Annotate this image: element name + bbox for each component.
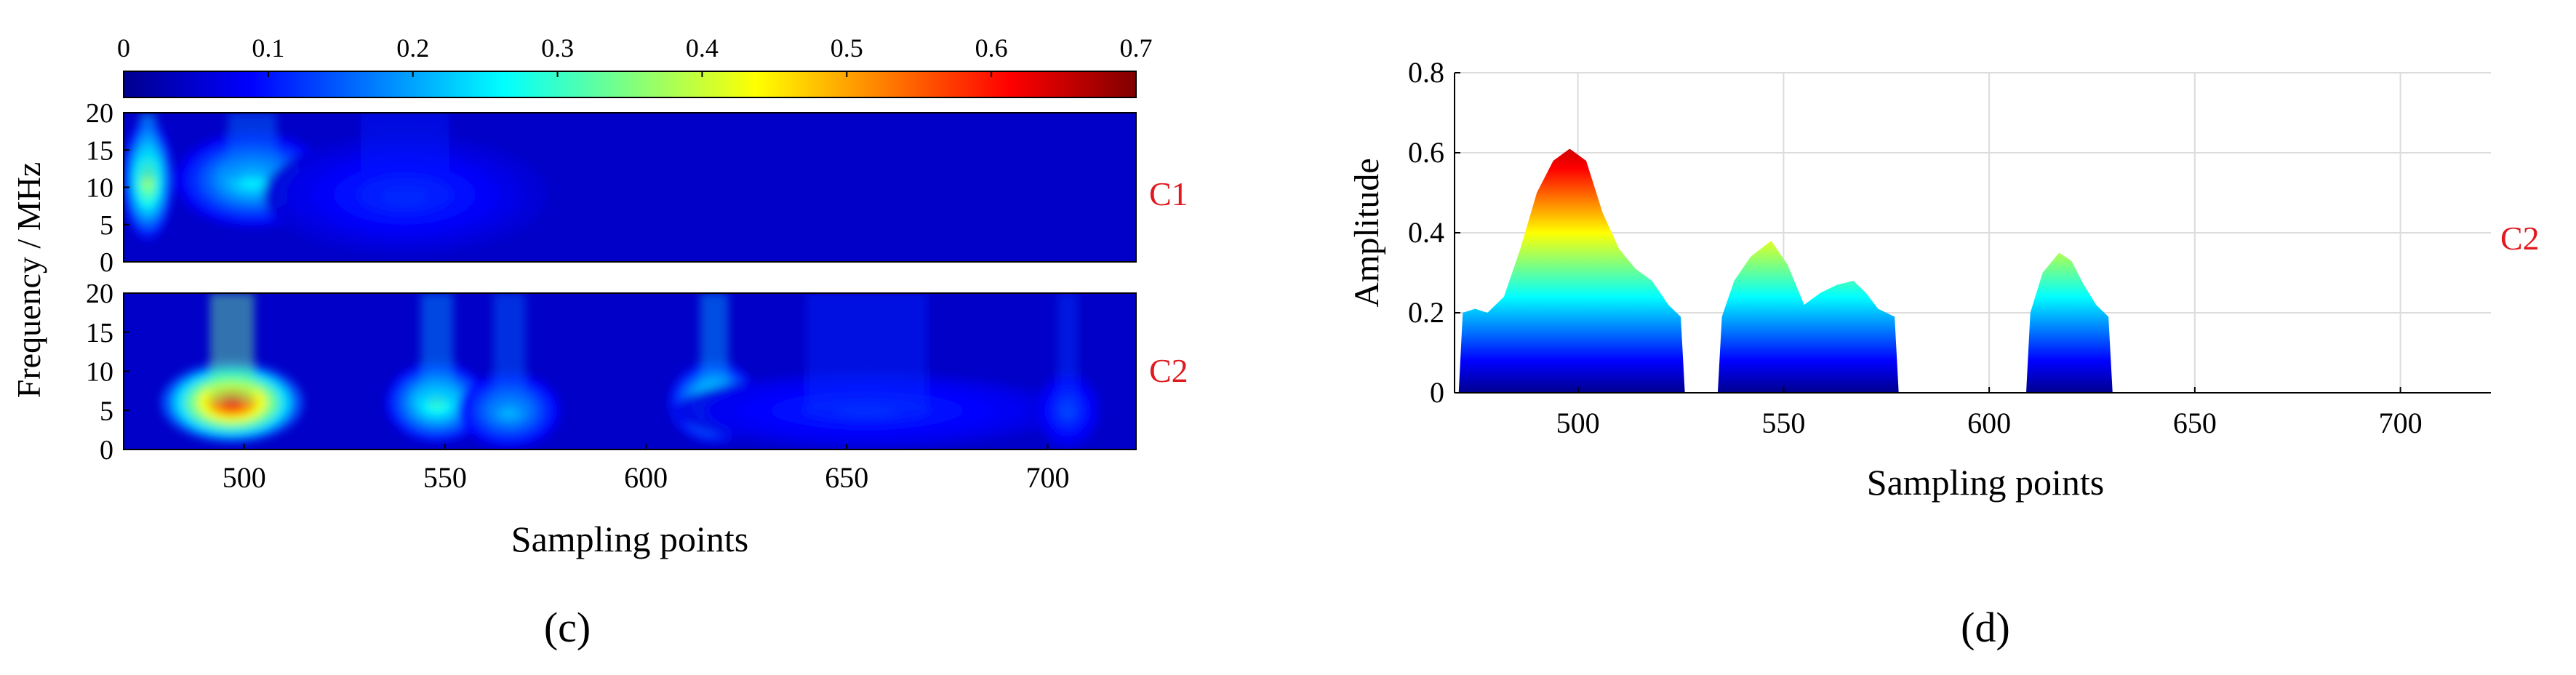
heatmap-streak [140,113,156,180]
x-axis-label-d: Sampling points [1867,462,2104,503]
y-tick-label-d: 0.4 [1408,216,1444,249]
panel-label-d: (d) [1961,604,2010,651]
x-tick-label-c: 700 [1025,461,1069,494]
y-tick-label-c: 0 [100,247,113,278]
panel-d-area-chart: 500 550 600 650 700 0 0.2 0.4 0.6 0.8 C2 Amplitud… [1348,56,2540,651]
heatmap-streak [807,293,927,411]
colorbar-tick-label: 0.3 [541,33,574,63]
y-tick-label-c: 5 [100,210,113,241]
y-tick-label-c: 10 [86,357,113,388]
heatmap-streak [228,113,276,180]
x-tick-label-d: 600 [1967,407,2011,439]
y-tick-label-c: 15 [86,318,113,348]
y-tick-label-d: 0 [1430,376,1444,409]
heatmap-row-c1 [123,112,1137,263]
x-tick-label-c: 550 [423,461,467,494]
x-tick-label-d: 500 [1556,407,1600,439]
heatmap-streak [1057,293,1078,411]
area-segment [2026,252,2113,393]
x-tick-label-c: 600 [624,461,668,494]
heatmap-streak [700,293,729,403]
row-label-c2: C2 [1149,352,1188,389]
panel-c-heatmap: 0 0.1 0.2 0.3 0.4 0.5 0.6 0.7 05101520051015205… [10,33,1188,651]
panel-d-axes: 500 550 600 650 700 0 0.2 0.4 0.6 0.8 [1408,56,2491,439]
x-tick-label-d: 700 [2379,407,2423,439]
colorbar-tick-label: 0 [117,33,130,63]
heatmap-streak [493,293,526,411]
colorbar-tick-label: 0.6 [975,33,1008,63]
colorbar-tick-label: 0.1 [252,33,284,63]
y-tick-label-c: 20 [86,98,113,129]
y-tick-label-c: 5 [100,396,113,426]
y-tick-label-c: 15 [86,135,113,166]
y-axis-label-c: Frequency / MHz [10,162,47,398]
y-tick-label-c: 0 [100,435,113,466]
colorbar-tick-label: 0.4 [686,33,719,63]
y-tick-label-c: 10 [86,173,113,204]
colorbar-ticks: 0 0.1 0.2 0.3 0.4 0.5 0.6 0.7 [117,33,1153,77]
x-tick-label-c: 500 [223,461,266,494]
panel-d-area [1458,148,2113,393]
panel-label-c: (c) [544,604,591,651]
row-label-c1: C1 [1149,175,1188,212]
heatmap-streak [420,293,453,403]
y-axis-label-d: Amplitude [1348,158,1386,307]
x-tick-label-c: 650 [825,461,868,494]
y-tick-label-d: 0.6 [1408,136,1444,169]
colorbar-tick-label: 0.7 [1120,33,1153,63]
x-tick-label-d: 550 [1761,407,1805,439]
colorbar-tick-label: 0.2 [396,33,429,63]
area-segment [1458,148,1685,393]
y-tick-label-c: 20 [86,279,113,309]
x-axis-label-c: Sampling points [511,519,748,559]
heatmap-streak [360,113,449,195]
colorbar [123,71,1137,98]
series-label-c2: C2 [2500,220,2540,257]
y-tick-label-d: 0.2 [1408,296,1444,329]
heatmap-streak [209,293,255,403]
area-segment [1717,241,1899,393]
x-tick-label-d: 650 [2173,407,2217,439]
heatmap-row-c2 [123,292,1137,450]
colorbar-tick-label: 0.5 [831,33,863,63]
y-tick-label-d: 0.8 [1408,56,1444,89]
